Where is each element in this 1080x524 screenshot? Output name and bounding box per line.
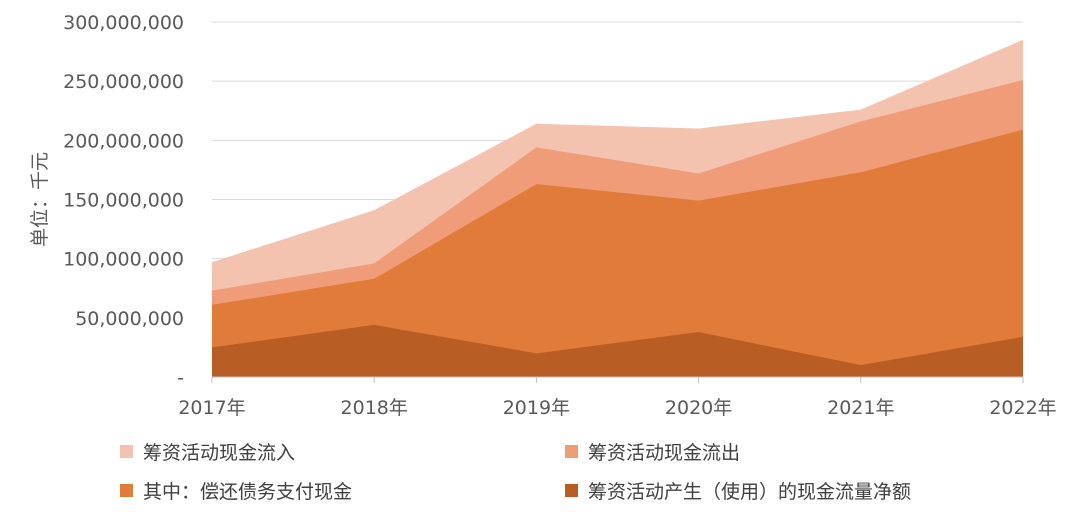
legend-swatch xyxy=(120,444,133,458)
legend-item-debt-repayment: 其中：偿还债务支付现金 xyxy=(120,477,565,503)
y-tick-label: 300,000,000 xyxy=(63,12,184,34)
legend-item-inflow: 筹资活动现金流入 xyxy=(120,438,565,464)
legend-swatch xyxy=(120,483,133,497)
legend-swatch xyxy=(565,444,578,458)
y-tick-label: 100,000,000 xyxy=(63,249,184,271)
legend-label: 其中：偿还债务支付现金 xyxy=(143,480,353,503)
x-axis-tick-labels: 2017年 2018年 2019年 2020年 2021年 2022年 xyxy=(178,397,1056,419)
y-tick-label: 200,000,000 xyxy=(63,130,184,152)
legend-label: 筹资活动产生（使用）的现金流量净额 xyxy=(588,480,912,503)
y-axis-tick-labels: - 50,000,000 100,000,000 150,000,000 200,000… xyxy=(63,12,184,389)
legend-label: 筹资活动现金流入 xyxy=(143,441,296,464)
legend-item-outflow: 筹资活动现金流出 xyxy=(565,438,1010,464)
x-tick-label: 2019年 xyxy=(503,397,570,419)
x-tick-label: 2021年 xyxy=(827,397,894,419)
x-axis xyxy=(211,376,1024,383)
area-series-3 xyxy=(212,324,1023,377)
area-series-2 xyxy=(212,129,1023,377)
y-tick-label: - xyxy=(177,367,184,389)
x-tick-label: 2018年 xyxy=(341,397,408,419)
x-tick-label: 2017年 xyxy=(178,397,245,419)
legend: 筹资活动现金流入 筹资活动现金流出 其中：偿还债务支付现金 筹资活动产生（使用）… xyxy=(120,438,1020,503)
legend-label: 筹资活动现金流出 xyxy=(588,441,741,464)
area-series-group xyxy=(212,39,1023,377)
area-chart: - 50,000,000 100,000,000 150,000,000 200,000… xyxy=(29,12,1057,419)
legend-item-net-cash-flow: 筹资活动产生（使用）的现金流量净额 xyxy=(565,477,1010,503)
y-tick-label: 250,000,000 xyxy=(63,71,184,93)
x-tick-label: 2020年 xyxy=(665,397,732,419)
legend-swatch xyxy=(565,483,578,497)
y-axis-label: 单位：千元 xyxy=(29,152,51,247)
y-tick-label: 50,000,000 xyxy=(75,308,184,330)
x-tick-label: 2022年 xyxy=(989,397,1056,419)
y-tick-label: 150,000,000 xyxy=(63,190,184,212)
